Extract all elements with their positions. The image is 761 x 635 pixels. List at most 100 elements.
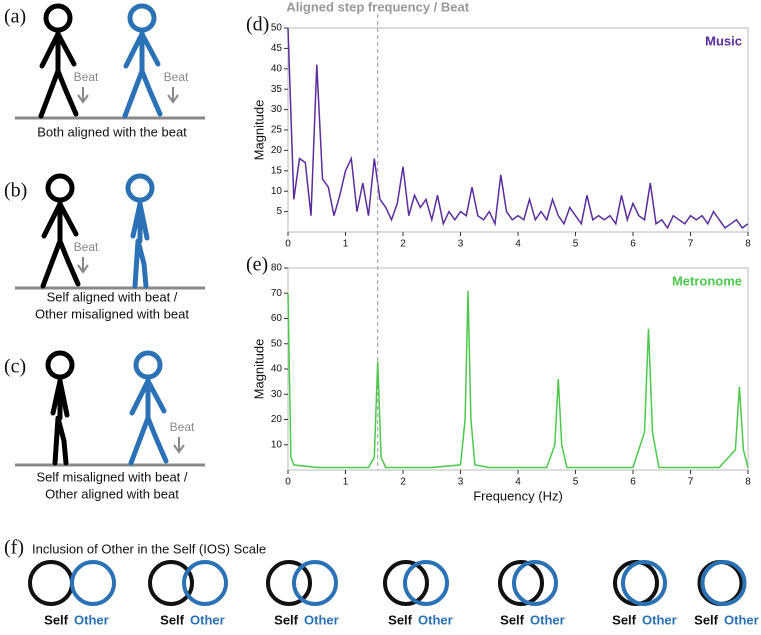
other-label: Other: [530, 612, 565, 627]
self-label: Self: [500, 612, 525, 627]
legs: [132, 238, 149, 289]
legs: [122, 68, 163, 119]
self-circle: [383, 560, 429, 606]
y-tick-label: 5: [276, 206, 282, 217]
other-circle: [292, 560, 338, 606]
x-tick-label: 0: [285, 239, 291, 250]
other-label: Other: [74, 612, 109, 627]
x-tick-label: 1: [343, 477, 349, 488]
y-tick-label: 30: [271, 389, 283, 400]
other-label: Other: [724, 612, 759, 627]
head: [45, 173, 75, 203]
caption: Self misaligned with beat /: [36, 469, 187, 484]
other-circle: [512, 560, 558, 606]
beat-label: Beat: [74, 240, 99, 254]
panel-label: (b): [4, 180, 27, 202]
self-circle: [266, 560, 312, 606]
legend-entry: Metronome: [672, 273, 742, 288]
panel-label: (c): [4, 356, 26, 378]
beat-label: Beat: [164, 70, 189, 84]
legs: [52, 415, 69, 466]
x-tick-label: 5: [573, 239, 579, 250]
ios-title: Inclusion of Other in the Self (IOS) Sca…: [32, 541, 266, 556]
y-tick-label: 40: [271, 364, 283, 375]
self-label: Self: [388, 612, 413, 627]
y-tick-label: 50: [271, 338, 283, 349]
self-label: Self: [44, 612, 69, 627]
x-tick-label: 7: [688, 239, 694, 250]
x-tick-label: 1: [343, 239, 349, 250]
series-line: [287, 290, 749, 469]
head: [45, 350, 75, 380]
x-tick-label: 8: [745, 239, 751, 250]
y-axis-label: Magnitude: [251, 339, 266, 400]
x-tick-label: 6: [630, 239, 636, 250]
beat-arrow: [77, 87, 89, 104]
y-tick-label: 15: [271, 165, 283, 176]
legs: [128, 415, 169, 466]
y-tick-label: 45: [271, 43, 283, 54]
y-tick-label: 20: [271, 145, 283, 156]
self-label: Self: [274, 612, 299, 627]
plot-frame: [287, 27, 749, 233]
y-tick-label: 20: [271, 414, 283, 425]
other-circle: [182, 560, 228, 606]
self-label: Self: [612, 612, 637, 627]
panel-label: (e): [246, 254, 268, 276]
y-tick-label: 30: [271, 104, 283, 115]
x-tick-label: 5: [573, 477, 579, 488]
y-tick-label: 80: [271, 263, 283, 274]
x-tick-label: 3: [458, 477, 464, 488]
other-circle: [70, 560, 116, 606]
other-circle: [621, 560, 667, 606]
x-tick-label: 2: [400, 477, 406, 488]
panel-label: (d): [246, 14, 269, 36]
x-tick-label: 0: [285, 477, 291, 488]
y-tick-label: 70: [271, 288, 283, 299]
x-tick-label: 4: [515, 239, 521, 250]
panel-label: (f): [4, 537, 24, 559]
other-label: Other: [190, 612, 225, 627]
x-tick-label: 3: [458, 239, 464, 250]
arms: [129, 378, 167, 416]
x-tick-label: 8: [745, 477, 751, 488]
y-tick-label: 25: [271, 125, 283, 136]
caption: Both aligned with the beat: [37, 124, 187, 139]
head: [127, 3, 157, 33]
caption: Other aligned with beat: [45, 486, 179, 501]
arms: [41, 201, 79, 239]
beat-label: Beat: [170, 420, 195, 434]
y-tick-label: 10: [271, 186, 283, 197]
beat-arrow: [77, 257, 89, 274]
y-axis-label: Magnitude: [251, 100, 266, 161]
y-tick-label: 50: [271, 23, 283, 34]
self-circle: [697, 560, 744, 606]
legs: [40, 238, 81, 289]
head: [125, 173, 155, 203]
other-label: Other: [642, 612, 677, 627]
other-label: Other: [304, 612, 339, 627]
other-circle: [403, 560, 449, 606]
x-axis-label: Frequency (Hz): [473, 488, 563, 503]
head: [43, 3, 73, 33]
x-tick-label: 7: [688, 477, 694, 488]
y-tick-label: 10: [271, 439, 283, 450]
caption: Other misaligned with beat: [35, 306, 189, 321]
x-tick-label: 4: [515, 477, 521, 488]
y-tick-label: 40: [271, 63, 283, 74]
beat-label: Beat: [74, 70, 99, 84]
other-label: Other: [418, 612, 453, 627]
legend-entry: Music: [705, 33, 742, 48]
self-label: Self: [694, 612, 719, 627]
other-circle: [700, 560, 747, 606]
self-circle: [28, 560, 74, 606]
plot-frame: [287, 267, 749, 471]
arms: [50, 378, 70, 418]
y-tick-label: 60: [271, 313, 283, 324]
y-tick-label: 35: [271, 84, 283, 95]
x-tick-label: 2: [400, 239, 406, 250]
x-tick-label: 6: [630, 477, 636, 488]
beat-arrow: [167, 87, 179, 104]
arms: [123, 31, 161, 69]
